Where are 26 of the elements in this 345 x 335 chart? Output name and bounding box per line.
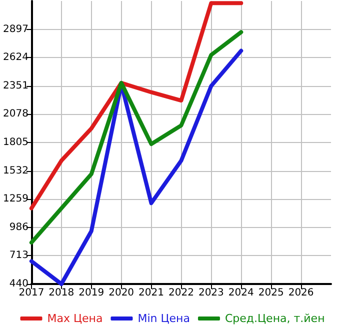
y-tick-label: 2897 — [2, 24, 28, 35]
x-tick-label: 2023 — [198, 288, 224, 298]
y-tick-label: 2351 — [2, 80, 28, 92]
legend-label: Max Цена — [47, 312, 103, 325]
legend-label: Min Цена — [138, 312, 190, 325]
x-tick-label: 2022 — [168, 288, 194, 298]
line-series — [29, 30, 244, 245]
y-tick-label: 2624 — [2, 52, 28, 64]
y-tick-label: 2078 — [2, 108, 28, 120]
y-tick-label: 1532 — [2, 165, 28, 176]
x-tick-label: 2017 — [18, 288, 44, 298]
x-tick-label: 2025 — [258, 288, 284, 298]
x-tick-label: 2024 — [228, 288, 254, 298]
line-series — [29, 1, 244, 210]
y-tick-label: 1259 — [2, 194, 28, 205]
y-tick-label: 713 — [9, 250, 28, 262]
x-tick-label: 2026 — [288, 288, 314, 298]
x-tick-label: 2020 — [108, 288, 134, 298]
legend-label: Сред.Цена, т.йен — [224, 312, 325, 325]
x-tick-label: 2021 — [138, 288, 164, 298]
y-tick-label: 986 — [9, 222, 28, 233]
x-tick-label: 2018 — [48, 288, 74, 298]
y-tick-label: 1805 — [2, 137, 28, 148]
line-series — [29, 48, 244, 286]
x-tick-label: 2019 — [78, 288, 104, 298]
y-tick-label: 440 — [9, 278, 28, 290]
